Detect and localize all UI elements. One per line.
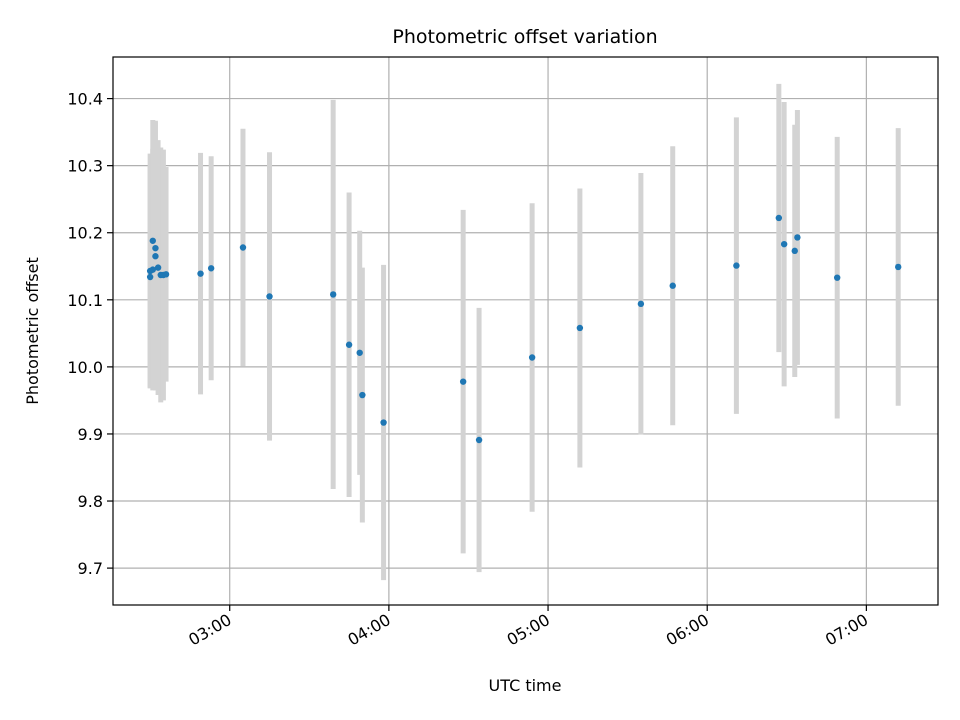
data-point (329, 291, 337, 298)
x-axis-label: UTC time (489, 676, 562, 695)
data-point (162, 271, 170, 278)
data-point (149, 237, 156, 244)
y-tick-label: 9.8 (78, 492, 103, 511)
y-tick-label: 9.9 (78, 425, 103, 444)
data-point (895, 263, 902, 271)
y-tick-label: 10.2 (67, 224, 103, 243)
y-tick-label: 10.0 (67, 358, 103, 377)
data-point (152, 253, 159, 260)
data-point (345, 341, 353, 348)
y-axis: 9.7 9.8 9.9 10.0 10.1 10.2 10.3 10.4 (67, 90, 113, 578)
data-point (154, 264, 162, 271)
data-point (239, 244, 247, 251)
data-points (146, 214, 902, 444)
data-point (833, 274, 841, 281)
data-point (637, 300, 645, 308)
data-point (152, 244, 159, 252)
y-tick-label: 10.1 (67, 291, 103, 310)
data-point (207, 265, 215, 272)
data-point (775, 214, 783, 222)
data-point (780, 240, 788, 248)
data-point (528, 354, 536, 361)
data-point (733, 262, 740, 269)
plot-background (113, 57, 938, 605)
y-tick-label: 10.4 (67, 90, 103, 109)
data-point (380, 419, 387, 426)
data-point (197, 270, 204, 277)
data-point (475, 436, 483, 444)
data-point (359, 391, 366, 399)
data-point (266, 293, 273, 300)
y-axis-label: Photometric offset (23, 257, 42, 405)
plot-frame (112, 56, 939, 606)
y-tick-label: 9.7 (78, 559, 103, 578)
data-point (791, 247, 798, 255)
data-point (146, 273, 154, 281)
y-tick-label: 10.3 (67, 157, 103, 176)
data-point (576, 324, 584, 332)
data-point (669, 282, 676, 289)
data-point (149, 266, 156, 273)
chart-title: Photometric offset variation (392, 26, 657, 48)
data-point (794, 234, 801, 241)
grid (113, 57, 938, 605)
data-point (356, 349, 363, 356)
plot-area (112, 56, 939, 606)
data-point (459, 378, 467, 385)
